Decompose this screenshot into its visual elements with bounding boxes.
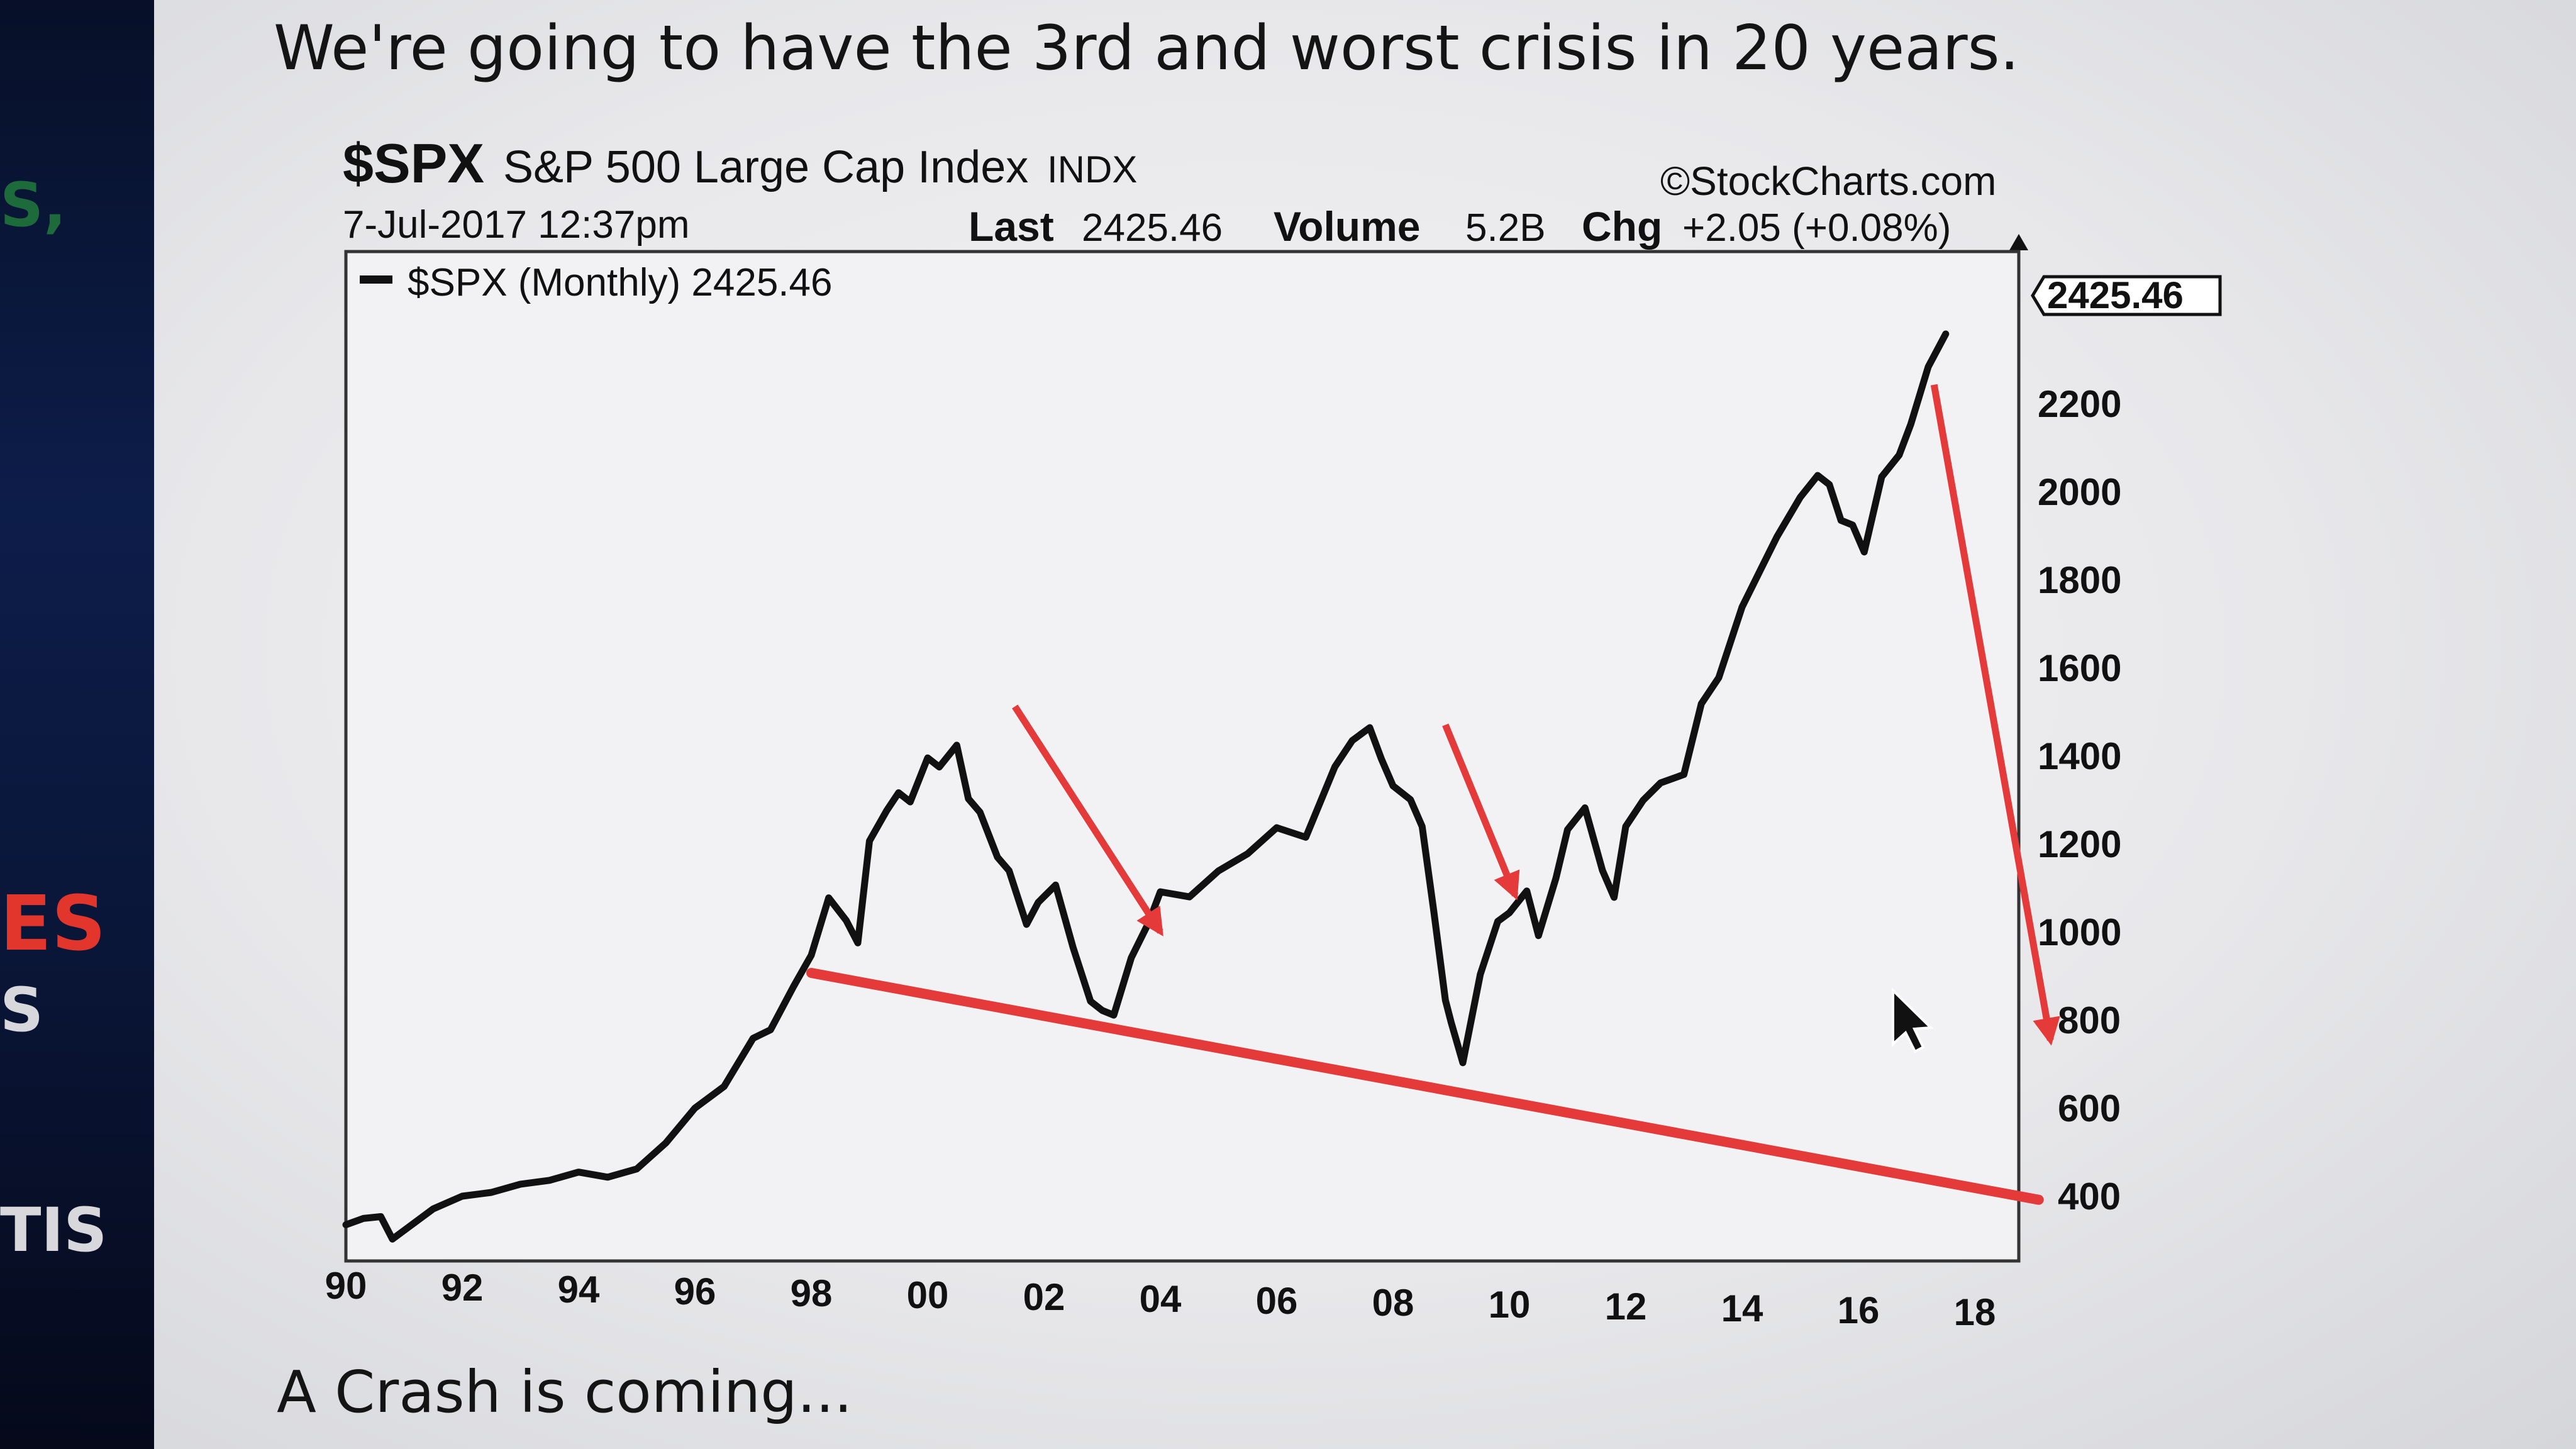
legend-label: $SPX (Monthly) 2425.46	[408, 261, 833, 304]
current-value-text: 2425.46	[2047, 274, 2184, 316]
y-tick-label: 1800	[2038, 559, 2121, 601]
x-tick-label: 08	[1372, 1282, 1414, 1324]
chart-index-name: S&P 500 Large Cap Index	[503, 142, 1028, 192]
mouse-cursor-icon	[1892, 987, 1934, 1053]
x-tick-label: 92	[441, 1267, 484, 1309]
series-line-spx	[342, 330, 1950, 1243]
strip-text-s: S,	[0, 170, 67, 240]
page-heading: We're going to have the 3rd and worst cr…	[274, 13, 2019, 84]
chg-value: +2.05 (+0.08%)	[1682, 206, 1951, 250]
chart-source: ©StockCharts.com	[1660, 158, 1996, 204]
x-tick-label: 18	[1954, 1291, 1996, 1333]
last-label: Last	[969, 203, 1054, 250]
chart-symbol: $SPX	[343, 132, 484, 194]
background-page-strip: S, ES S TIS	[0, 0, 154, 1449]
y-axis: 400 600 800 1000 1200 1400 1600 1800 200…	[2038, 383, 2121, 1218]
chart-datetime: 7-Jul-2017 12:37pm	[343, 203, 689, 247]
x-tick-label: 16	[1838, 1289, 1880, 1331]
y-tick-label: 400	[2058, 1175, 2121, 1218]
volume-label: Volume	[1274, 203, 1420, 250]
current-value-tag	[2031, 275, 2222, 316]
x-axis: 90 92 94 96 98 00 02 04 06 08 10 12 14 1…	[325, 1265, 1996, 1333]
plot-area	[344, 250, 2021, 1263]
y-tick-label: 2200	[2038, 383, 2121, 425]
y-tick-label: 800	[2058, 999, 2121, 1041]
red-arrow-2008	[1442, 723, 1520, 901]
x-tick-label: 90	[325, 1265, 367, 1307]
strip-text-s2: S	[0, 975, 44, 1045]
x-tick-label: 00	[907, 1274, 949, 1316]
x-tick-label: 96	[674, 1270, 716, 1313]
support-trend-line	[806, 968, 2044, 1205]
y-tick-label: 1400	[2038, 735, 2121, 777]
up-triangle-icon	[2009, 234, 2028, 250]
x-tick-label: 12	[1605, 1285, 1647, 1328]
legend-swatch	[360, 275, 392, 284]
red-arrow-crash	[1930, 384, 2060, 1046]
y-tick-label: 1200	[2038, 823, 2121, 865]
x-tick-label: 10	[1489, 1284, 1531, 1326]
last-value: 2425.46	[1082, 206, 1223, 250]
x-tick-label: 06	[1256, 1280, 1298, 1322]
x-tick-label: 94	[558, 1269, 600, 1311]
volume-value: 5.2B	[1465, 206, 1546, 250]
y-tick-label: 2000	[2038, 471, 2121, 513]
footer-caption: A Crash is coming...	[277, 1358, 853, 1426]
x-tick-label: 98	[791, 1272, 833, 1314]
y-tick-label: 1600	[2038, 647, 2121, 689]
y-tick-label: 1000	[2038, 911, 2121, 953]
x-tick-label: 04	[1140, 1278, 1182, 1320]
x-tick-label: 02	[1023, 1276, 1065, 1318]
chg-label: Chg	[1582, 203, 1662, 250]
chart-exchange: INDX	[1047, 148, 1137, 191]
strip-text-tis: TIS	[0, 1195, 108, 1265]
strip-text-es: ES	[0, 880, 106, 968]
x-tick-label: 14	[1721, 1287, 1763, 1330]
y-tick-label: 600	[2058, 1087, 2121, 1130]
red-arrow-2001	[1012, 704, 1163, 936]
